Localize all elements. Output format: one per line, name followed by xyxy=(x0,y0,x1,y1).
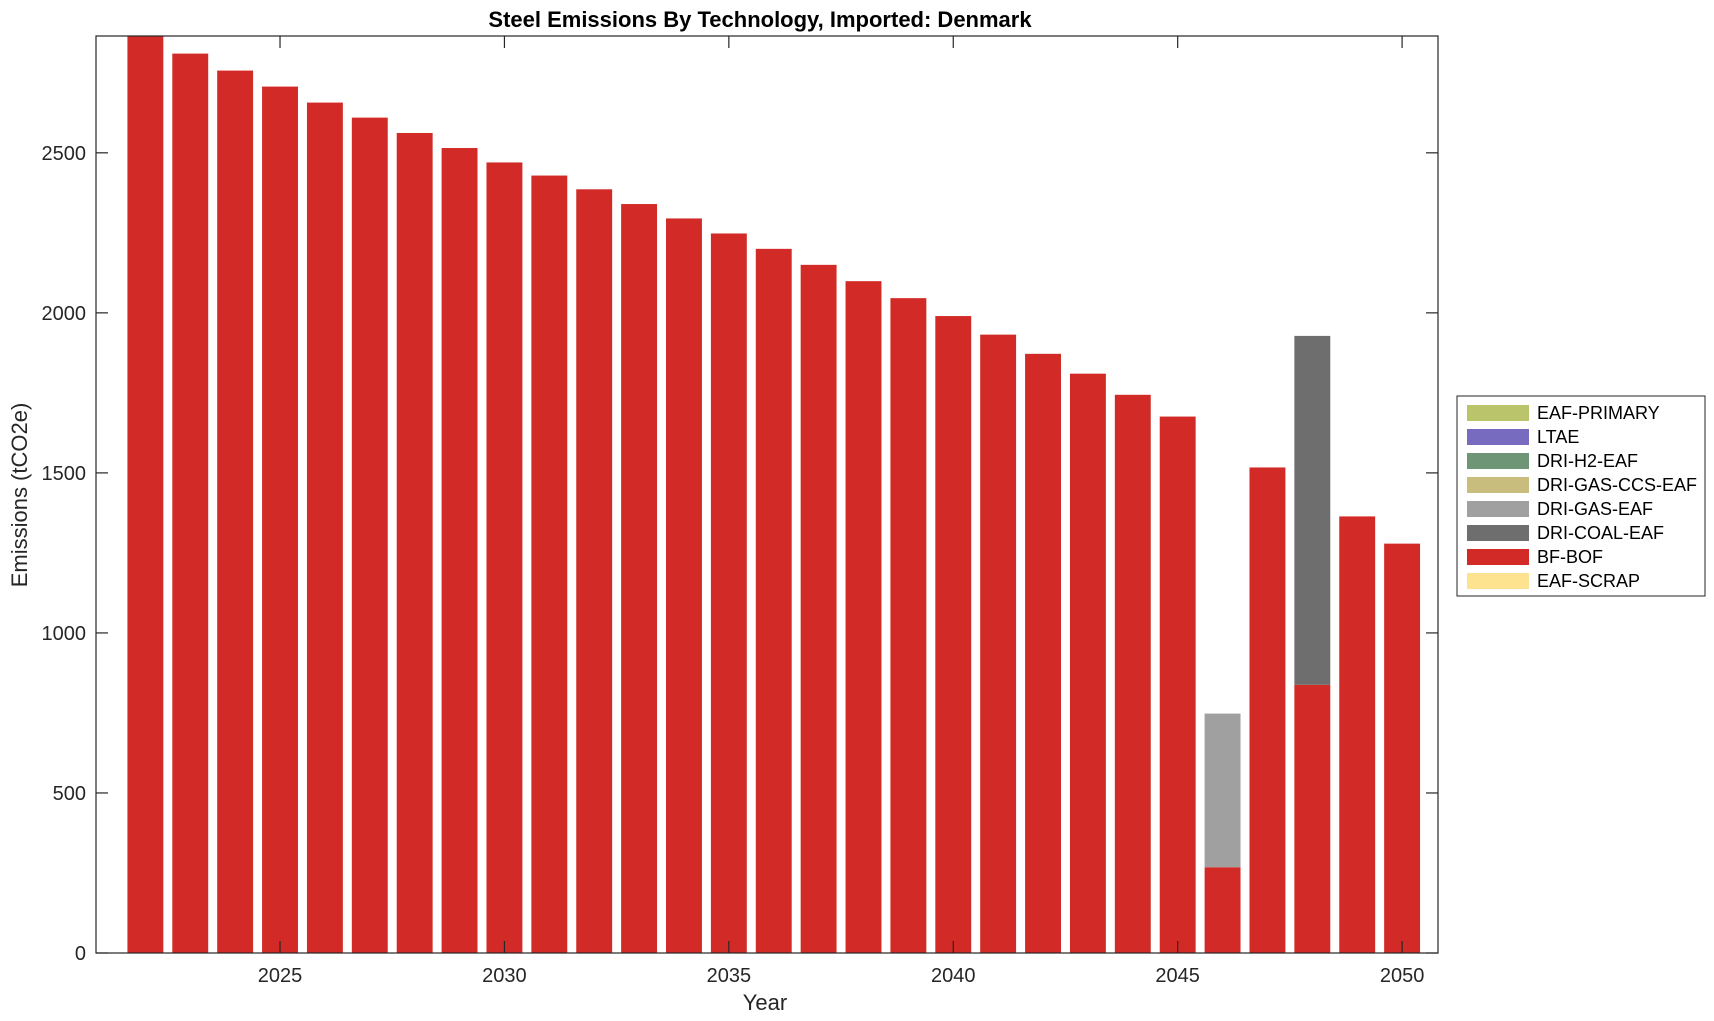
y-axis-label: Emissions (tCO2e) xyxy=(7,403,32,588)
bar-2028-bf-bof xyxy=(396,132,433,954)
legend-swatch-eaf-scrap xyxy=(1467,573,1529,589)
legend-swatch-bf-bof xyxy=(1467,549,1529,565)
bar-2044-bf-bof xyxy=(1114,394,1151,953)
x-tick-label: 2030 xyxy=(482,965,527,987)
x-tick-label: 2050 xyxy=(1380,965,1425,987)
y-tick-label: 2000 xyxy=(42,303,87,325)
bar-2043-bf-bof xyxy=(1069,373,1106,953)
legend-swatch-dri-gas-eaf xyxy=(1467,501,1529,517)
y-tick-label: 0 xyxy=(75,943,86,965)
bar-2030-bf-bof xyxy=(486,162,523,953)
bar-2041-bf-bof xyxy=(980,334,1017,953)
legend: EAF-PRIMARY LTAE DRI-H2-EAF DRI-GAS-CCS-EAF… xyxy=(1456,395,1706,597)
y-axis: 0 500 1000 1500 2000 2500 xyxy=(42,143,1438,965)
bar-2038-bf-bof xyxy=(845,281,882,953)
bar-2026-bf-bof xyxy=(306,102,343,953)
bar-2046-dri-gas-eaf xyxy=(1204,713,1241,868)
legend-label: BF-BOF xyxy=(1537,547,1603,567)
x-axis: 2025 2030 2035 2040 2045 2050 xyxy=(258,36,1425,987)
bar-2035-bf-bof xyxy=(710,233,747,954)
plot-area-frame xyxy=(95,35,1439,954)
bar-2050-bf-bof xyxy=(1384,543,1421,953)
chart-title: Steel Emissions By Technology, Imported:… xyxy=(488,7,1032,32)
x-tick-label: 2045 xyxy=(1155,965,1200,987)
bar-2025-bf-bof xyxy=(262,86,298,953)
bar-2029-bf-bof xyxy=(441,148,478,953)
legend-label: EAF-SCRAP xyxy=(1537,571,1640,591)
legend-label: LTAE xyxy=(1537,427,1579,447)
bar-2047-bf-bof xyxy=(1249,467,1286,953)
legend-label: EAF-PRIMARY xyxy=(1537,403,1660,423)
legend-swatch-dri-coal-eaf xyxy=(1467,525,1529,541)
x-tick-label: 2025 xyxy=(258,965,303,987)
bar-2037-bf-bof xyxy=(800,264,837,954)
legend-label: DRI-COAL-EAF xyxy=(1537,523,1664,543)
y-tick-label: 1000 xyxy=(42,623,87,645)
bar-2048-bf-bof xyxy=(1294,684,1331,953)
y-tick-label: 500 xyxy=(53,783,86,805)
legend-swatch-dri-gas-ccs-eaf xyxy=(1467,477,1529,493)
bar-2033-bf-bof xyxy=(621,204,658,954)
y-tick-label: 2500 xyxy=(42,143,87,165)
y-tick-label: 1500 xyxy=(42,463,87,485)
bar-2024-bf-bof xyxy=(217,70,254,953)
x-tick-label: 2035 xyxy=(707,965,752,987)
bar-2034-bf-bof xyxy=(666,218,702,953)
bar-2027-bf-bof xyxy=(351,117,388,954)
legend-label: DRI-H2-EAF xyxy=(1537,451,1638,471)
bar-2048-dri-coal-eaf xyxy=(1294,335,1331,685)
bar-2036-bf-bof xyxy=(755,248,792,954)
x-axis-label: Year xyxy=(743,990,787,1015)
bar-2040-bf-bof xyxy=(935,316,972,953)
legend-label: DRI-GAS-EAF xyxy=(1537,499,1653,519)
legend-swatch-dri-h2-eaf xyxy=(1467,453,1529,469)
legend-swatch-eaf-primary xyxy=(1467,405,1529,421)
legend-label: DRI-GAS-CCS-EAF xyxy=(1537,475,1697,495)
bar-2046-bf-bof xyxy=(1204,867,1241,953)
bar-2023-bf-bof xyxy=(172,53,209,954)
bars-group xyxy=(127,36,1421,954)
bar-2039-bf-bof xyxy=(890,298,927,953)
bar-2045-bf-bof xyxy=(1159,416,1196,953)
bar-2022-bf-bof xyxy=(127,36,164,953)
bar-2049-bf-bof xyxy=(1339,516,1376,953)
bar-2042-bf-bof xyxy=(1025,353,1061,954)
legend-swatch-ltae xyxy=(1467,429,1529,445)
x-tick-label: 2040 xyxy=(931,965,976,987)
bar-2031-bf-bof xyxy=(531,175,568,954)
bar-2032-bf-bof xyxy=(576,189,613,953)
